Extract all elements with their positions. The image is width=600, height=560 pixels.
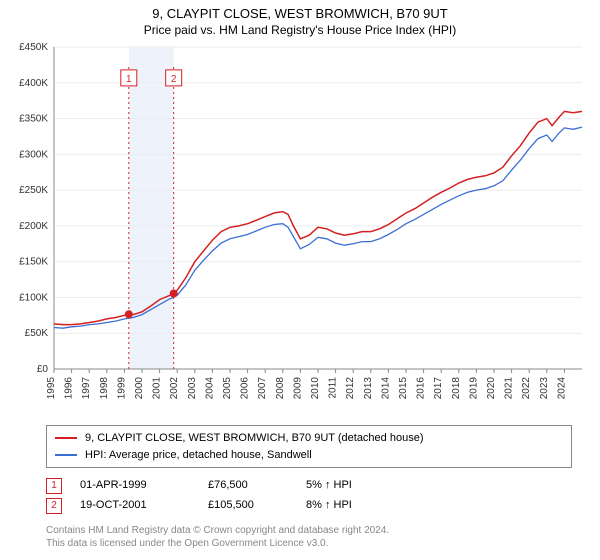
sales-marker-badge: 2 (46, 498, 62, 514)
sales-date: 01-APR-1999 (80, 476, 190, 496)
y-tick-label: £450K (19, 42, 48, 53)
license-line: Contains HM Land Registry data © Crown c… (46, 524, 572, 537)
x-tick-label: 2010 (310, 377, 321, 400)
x-tick-label: 2008 (275, 377, 286, 400)
x-tick-label: 2011 (328, 377, 339, 399)
x-tick-label: 2009 (292, 377, 303, 400)
x-tick-label: 2003 (187, 377, 198, 400)
x-tick-label: 1996 (64, 377, 75, 400)
y-tick-label: £0 (37, 364, 49, 375)
legend-row-property: 9, CLAYPIT CLOSE, WEST BROMWICH, B70 9UT… (55, 430, 563, 447)
sales-table: 1 01-APR-1999 £76,500 5% ↑ HPI 2 19-OCT-2001 £… (46, 476, 572, 516)
x-tick-label: 2023 (539, 377, 550, 400)
y-tick-label: £50K (25, 328, 49, 339)
sale-marker-dot (170, 290, 178, 298)
page-subtitle: Price paid vs. HM Land Registry's House … (0, 23, 600, 37)
sales-row: 1 01-APR-1999 £76,500 5% ↑ HPI (46, 476, 572, 496)
sales-row: 2 19-OCT-2001 £105,500 8% ↑ HPI (46, 496, 572, 516)
sale-band (129, 47, 174, 369)
y-tick-label: £300K (19, 149, 48, 160)
y-tick-label: £400K (19, 78, 48, 89)
sales-marker-badge: 1 (46, 478, 62, 494)
price-chart: £0 £50K £100K £150K £200K £250K £300K £350K £400… (0, 39, 600, 419)
sales-date: 19-OCT-2001 (80, 496, 190, 516)
legend-label: 9, CLAYPIT CLOSE, WEST BROMWICH, B70 9UT… (85, 430, 423, 447)
legend-row-hpi: HPI: Average price, detached house, Sand… (55, 447, 563, 464)
x-tick-label: 1995 (46, 377, 57, 400)
x-tick-label: 2015 (398, 377, 409, 400)
sales-pct: 8% ↑ HPI (306, 496, 572, 516)
x-tick-label: 2002 (169, 377, 180, 400)
x-tick-label: 2014 (380, 377, 391, 400)
sales-price: £76,500 (208, 476, 288, 496)
legend-swatch (55, 437, 77, 439)
x-tick-label: 2019 (468, 377, 479, 400)
y-tick-label: £200K (19, 221, 48, 232)
x-tick-label: 2024 (556, 377, 567, 400)
sale-marker-dot (125, 310, 133, 318)
x-tick-label: 2016 (416, 377, 427, 400)
x-tick-label: 2012 (345, 377, 356, 400)
page-title: 9, CLAYPIT CLOSE, WEST BROMWICH, B70 9UT (0, 6, 600, 21)
x-tick-label: 2013 (363, 377, 374, 400)
y-tick-label: £350K (19, 114, 48, 125)
legend-label: HPI: Average price, detached house, Sand… (85, 447, 312, 464)
sale-marker-number: 2 (171, 74, 177, 85)
x-tick-label: 2006 (240, 377, 251, 400)
sale-marker-number: 1 (126, 74, 132, 85)
x-tick-label: 2000 (134, 377, 145, 400)
x-tick-label: 2017 (433, 377, 444, 400)
license-line: This data is licensed under the Open Gov… (46, 537, 572, 550)
x-tick-label: 1998 (99, 377, 110, 400)
y-tick-label: £150K (19, 257, 48, 268)
x-tick-label: 2020 (486, 377, 497, 400)
y-tick-label: £100K (19, 292, 48, 303)
legend-swatch (55, 454, 77, 456)
x-tick-label: 2004 (204, 377, 215, 400)
sales-pct: 5% ↑ HPI (306, 476, 572, 496)
x-tick-label: 2018 (451, 377, 462, 400)
x-tick-label: 2005 (222, 377, 233, 400)
x-tick-label: 2022 (521, 377, 532, 400)
license-text: Contains HM Land Registry data © Crown c… (46, 524, 572, 550)
legend-box: 9, CLAYPIT CLOSE, WEST BROMWICH, B70 9UT… (46, 425, 572, 468)
x-tick-label: 1997 (81, 377, 92, 400)
x-tick-label: 1999 (116, 377, 127, 400)
sales-price: £105,500 (208, 496, 288, 516)
x-tick-label: 2021 (504, 377, 515, 400)
x-tick-label: 2007 (257, 377, 268, 400)
y-tick-label: £250K (19, 185, 48, 196)
x-tick-label: 2001 (152, 377, 163, 400)
